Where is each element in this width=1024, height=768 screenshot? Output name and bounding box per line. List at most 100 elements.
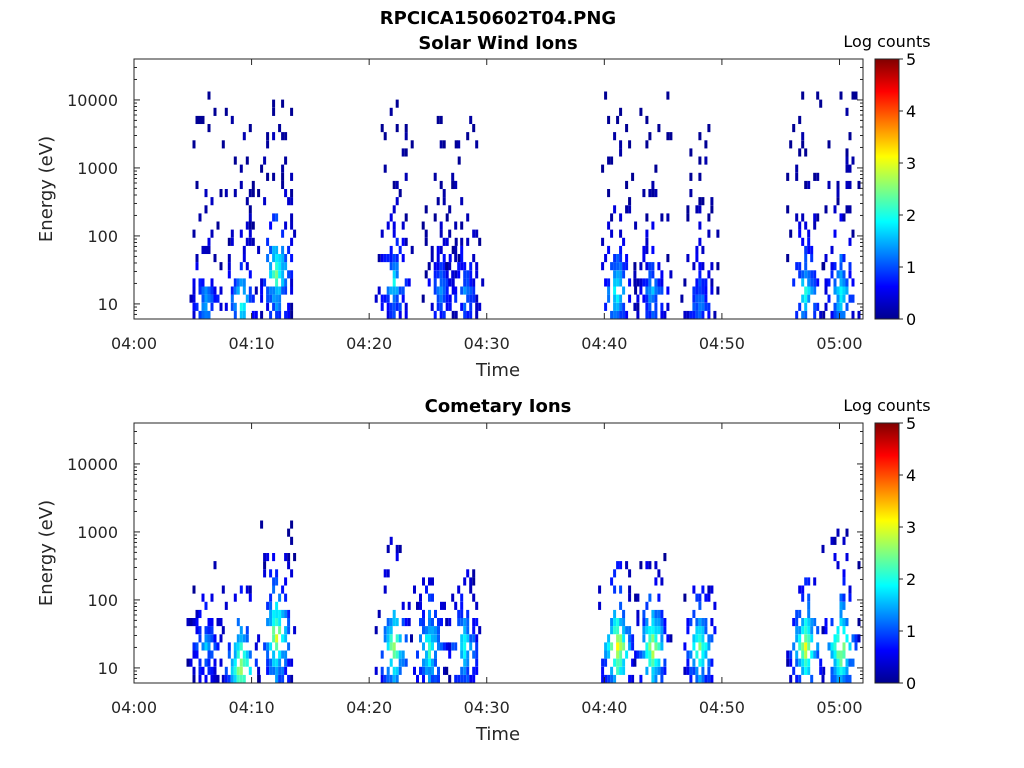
- cometary-cell: [801, 650, 805, 659]
- cometary-cell: [272, 585, 276, 594]
- solar-wind-cell: [463, 310, 467, 320]
- cometary-cell: [478, 626, 482, 635]
- solar-wind-cell: [195, 180, 199, 190]
- solar-wind-cell: [613, 254, 617, 263]
- cometary-cell: [260, 520, 264, 529]
- solar-wind-cell: [272, 99, 276, 108]
- cometary-cell: [472, 650, 476, 659]
- cometary-cell: [198, 626, 202, 635]
- solar-wind-cell: [654, 294, 658, 303]
- solar-wind-cell: [689, 189, 693, 198]
- cometary-cell: [619, 634, 623, 643]
- solar-wind-cell: [707, 310, 711, 320]
- cometary-xtick-label: 05:00: [816, 698, 862, 717]
- cometary-cell: [657, 593, 661, 602]
- cometary-cell: [475, 618, 479, 627]
- cometary-cell: [813, 650, 817, 659]
- solar-wind-cell: [842, 254, 846, 263]
- solar-wind-cell: [642, 189, 646, 198]
- cometary-cell: [395, 544, 399, 554]
- cometary-cell: [475, 634, 479, 643]
- solar-wind-cell: [269, 270, 273, 279]
- solar-wind-cell: [816, 91, 820, 100]
- solar-wind-cell: [798, 270, 802, 279]
- solar-wind-cell: [857, 180, 861, 190]
- solar-wind-cell: [460, 262, 464, 271]
- solar-wind-cell: [666, 91, 670, 100]
- solar-wind-cell: [804, 262, 808, 271]
- solar-wind-cell: [242, 254, 246, 263]
- cometary-cell: [619, 642, 623, 651]
- solar-wind-cell: [439, 262, 443, 271]
- cometary-cell: [469, 634, 473, 643]
- cometary-cell: [272, 618, 276, 627]
- cometary-cell: [210, 674, 214, 684]
- cometary-cell: [227, 642, 231, 651]
- solar-wind-cell: [466, 286, 470, 295]
- cometary-cell: [686, 618, 690, 627]
- cometary-cell: [657, 609, 661, 619]
- cometary-cell: [804, 626, 808, 635]
- solar-wind-cell: [472, 278, 476, 287]
- solar-wind-cell: [469, 278, 473, 287]
- cometary-cell: [472, 634, 476, 643]
- solar-wind-cell: [613, 310, 617, 320]
- cometary-cell: [416, 674, 419, 684]
- cometary-cell: [613, 618, 617, 627]
- solar-wind-cell: [689, 310, 693, 320]
- cometary-cell: [836, 658, 840, 667]
- cometary-cell: [383, 585, 387, 594]
- solar-wind-cell: [642, 245, 646, 255]
- solar-wind-cell: [233, 156, 237, 165]
- solar-wind-cell: [451, 270, 455, 279]
- cometary-cell: [622, 618, 626, 627]
- cometary-cell: [645, 626, 649, 635]
- solar-wind-cell: [810, 254, 814, 263]
- solar-wind-cell: [272, 254, 276, 263]
- solar-wind-cell: [704, 294, 708, 303]
- cometary-cell: [272, 658, 276, 667]
- cometary-cell: [239, 642, 243, 651]
- cometary-cell: [472, 593, 476, 602]
- cometary-cell: [428, 577, 431, 586]
- cometary-cell: [248, 593, 252, 602]
- solar-wind-cell: [666, 213, 670, 222]
- solar-wind-colorbar-tick-label: 1: [906, 258, 916, 277]
- cometary-cell: [248, 666, 252, 675]
- solar-wind-cell: [472, 286, 476, 295]
- solar-wind-cell: [657, 286, 661, 295]
- solar-wind-cell: [275, 213, 279, 222]
- solar-wind-cell: [695, 254, 699, 263]
- solar-wind-cell: [651, 286, 655, 295]
- solar-wind-cell: [287, 302, 291, 311]
- solar-wind-cell: [619, 148, 623, 157]
- solar-wind-cell: [842, 294, 846, 303]
- solar-wind-cell: [204, 245, 208, 255]
- solar-wind-cell: [636, 294, 640, 303]
- solar-wind-cell: [290, 197, 294, 206]
- solar-wind-cell: [613, 286, 617, 295]
- solar-wind-cell: [236, 286, 240, 295]
- solar-wind-cell: [466, 310, 470, 320]
- cometary-cell: [266, 618, 270, 627]
- cometary-cell: [821, 626, 825, 635]
- solar-wind-cell: [439, 302, 443, 311]
- cometary-cell: [192, 674, 196, 684]
- solar-wind-cell: [436, 262, 440, 271]
- solar-wind-cell: [689, 172, 693, 181]
- solar-wind-cell: [645, 294, 649, 303]
- cometary-cell: [651, 609, 655, 619]
- solar-wind-heatmap: [189, 91, 861, 320]
- cometary-cell: [204, 658, 208, 667]
- cometary-cell: [460, 666, 464, 675]
- solar-wind-cell: [683, 278, 687, 287]
- solar-wind-cell: [639, 107, 643, 116]
- cometary-cell: [431, 642, 434, 651]
- solar-wind-cell: [245, 262, 249, 271]
- cometary-cell: [257, 634, 261, 643]
- solar-wind-cell: [451, 286, 455, 295]
- cometary-cell: [657, 642, 661, 651]
- solar-wind-cell: [813, 302, 817, 311]
- solar-wind-cell: [636, 302, 640, 311]
- cometary-cell: [284, 626, 288, 635]
